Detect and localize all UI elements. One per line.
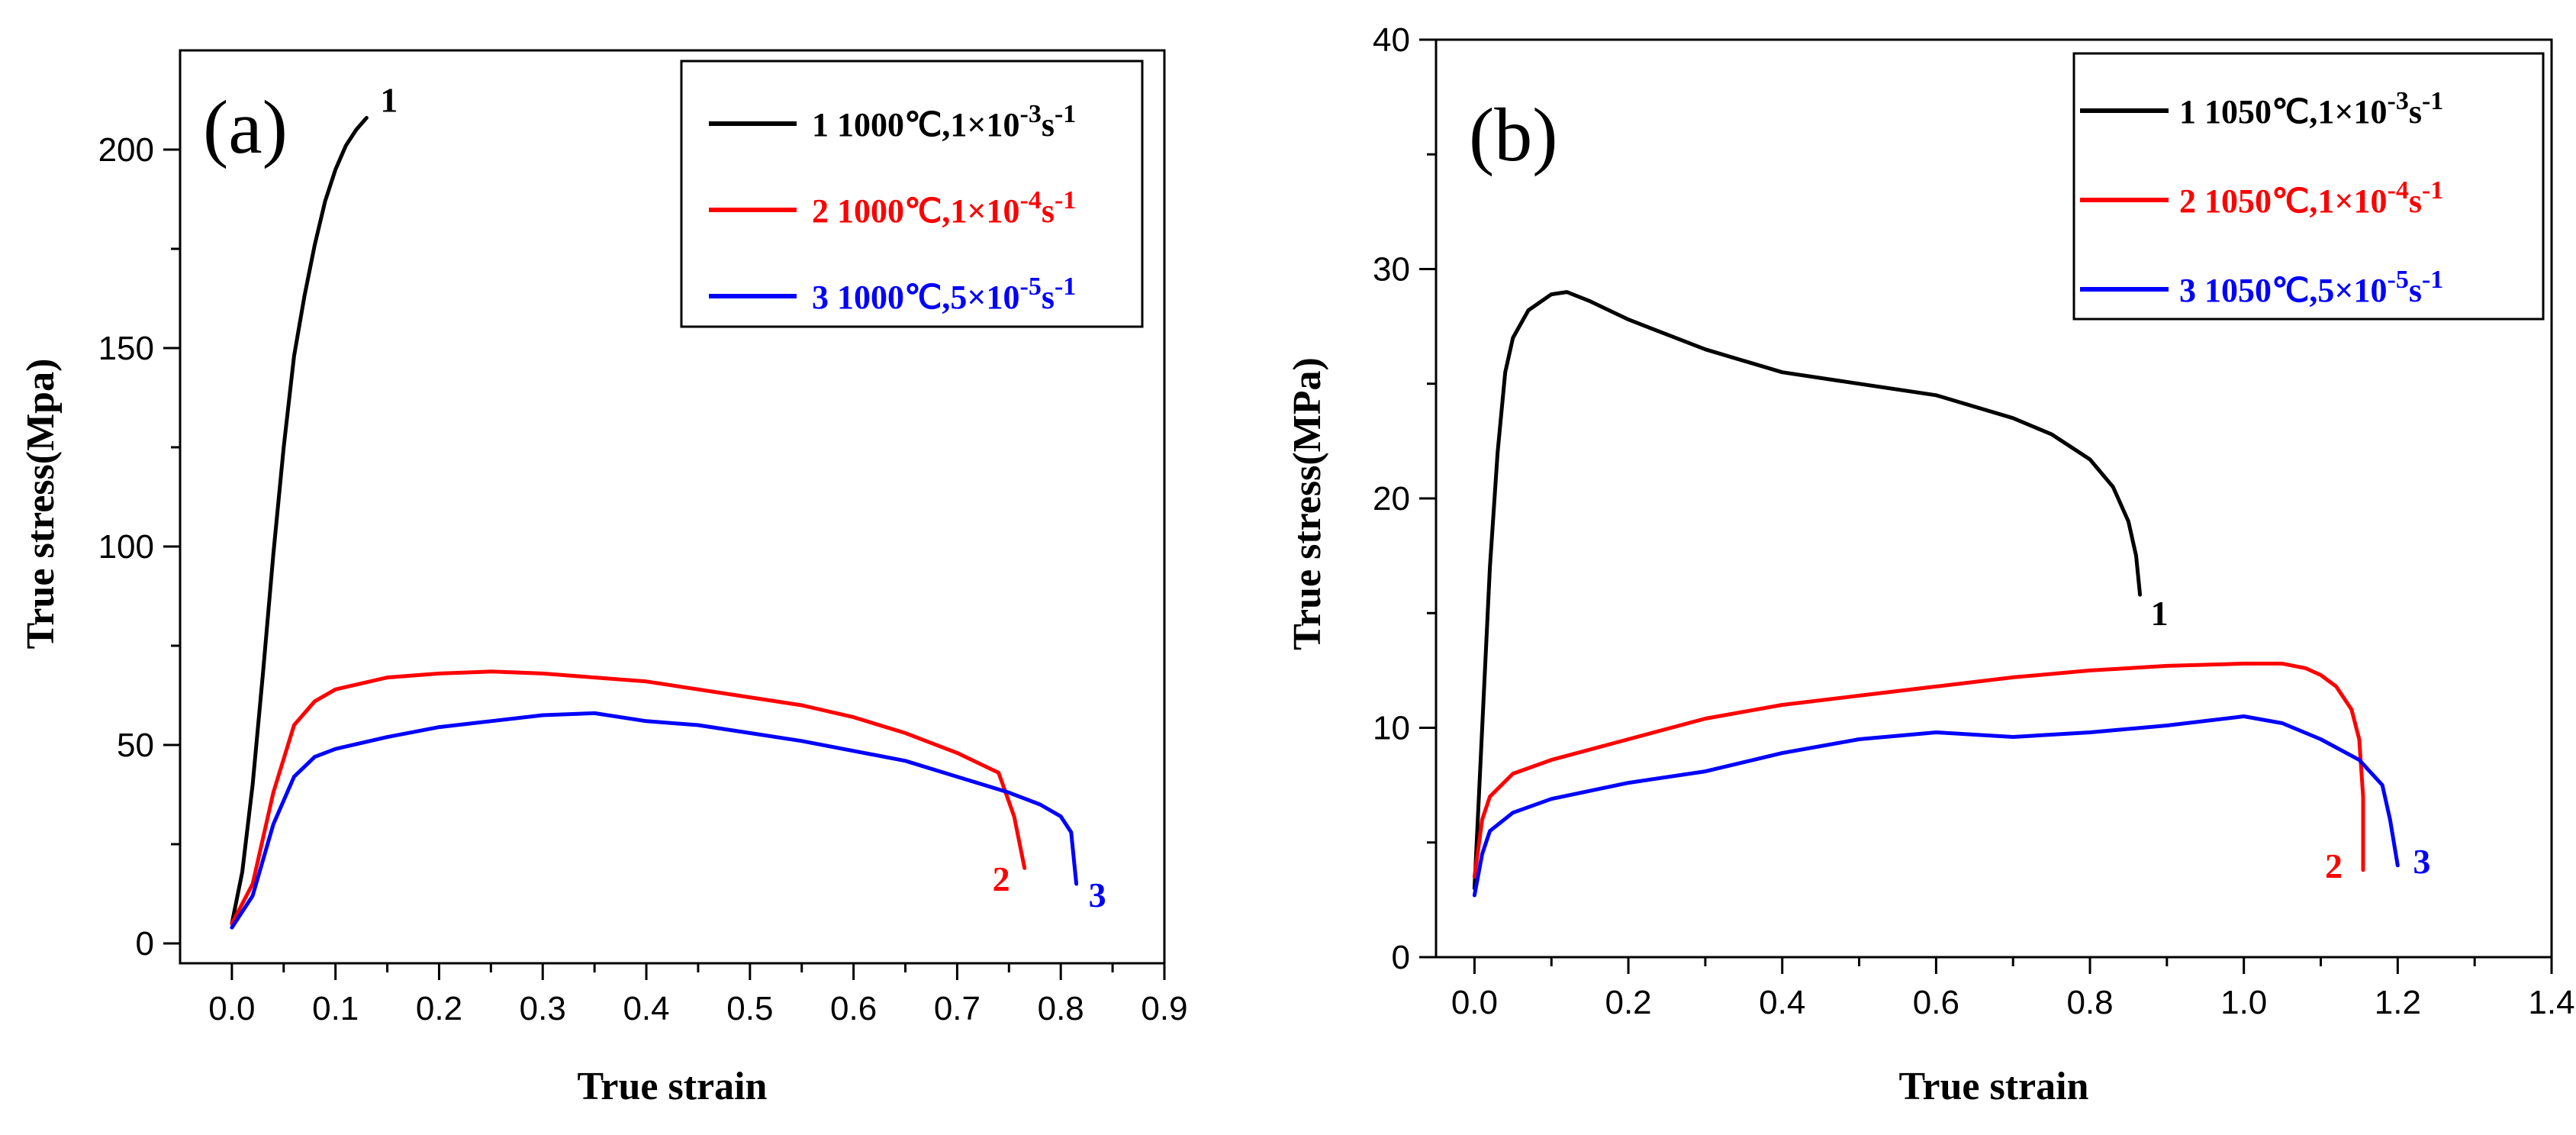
chart-b-series-3-end-label: 3: [2413, 842, 2430, 881]
chart-b-y-tick-label: 40: [1373, 21, 1410, 59]
chart-b-x-tick-label: 1.0: [2220, 984, 2267, 1021]
chart-b-y-axis-title: True stress(MPa): [1286, 357, 1329, 650]
chart-a-series-3-line: [230, 711, 1079, 930]
chart-b-series-3-line: [1472, 714, 2400, 898]
chart-a-y-tick-label: 200: [98, 131, 154, 169]
chart-a-series-3-end-label: 3: [1089, 875, 1106, 914]
chart-b-legend: 1 1050℃,1×10-3s-1 2 1050℃,1×10-4s-1 3 10…: [2072, 52, 2545, 321]
chart-a-legend-label-3: 3 1000℃,5×10-5s-1: [812, 272, 1076, 316]
chart-b-legend-box: [2072, 52, 2545, 321]
chart-a-x-tick-label: 0.9: [1141, 990, 1187, 1027]
chart-a-legend-label-1: 1 1000℃,1×10-3s-1: [812, 100, 1076, 143]
chart-a-y-tick-label: 0: [136, 925, 154, 962]
chart-b-x-tick-label: 0.0: [1451, 984, 1498, 1021]
chart-b-legend-entry-3: 3 1050℃,5×10-5s-1: [2080, 266, 2443, 309]
chart-a-x-tick-label: 0.1: [312, 990, 359, 1027]
chart-a-x-tick-label: 0.6: [830, 990, 877, 1027]
chart-a-panel-label: (a): [203, 85, 288, 169]
chart-b-panel-label: (b): [1469, 92, 1558, 177]
chart-a-x-tick-label: 0.3: [520, 990, 566, 1027]
chart-a-legend-label-2: 2 1000℃,1×10-4s-1: [812, 186, 1076, 230]
chart-b-series-group: 1 2 3: [1472, 290, 2430, 898]
chart-a: 0.0 0.1 0.2 0.3 0.4 0.5 0.6 0.7 0.8 0.9 0 50 100 150…: [19, 49, 1188, 1108]
chart-b-x-axis: 0.0 0.2 0.4 0.6 0.8 1.0 1.2 1.4: [1451, 957, 2575, 1021]
chart-a-y-tick-label: 100: [98, 528, 154, 566]
chart-a-x-tick-label: 0.8: [1038, 990, 1084, 1027]
chart-b-y-tick-label: 10: [1373, 710, 1410, 747]
chart-b-legend-entry-1: 1 1050℃,1×10-3s-1: [2080, 87, 2443, 131]
chart-a-x-tick-label: 0.4: [623, 990, 669, 1027]
chart-a-plot-frame: [179, 49, 1166, 965]
chart-b-series-1-line: [1472, 290, 2143, 891]
chart-b-x-tick-label: 1.2: [2375, 984, 2421, 1021]
chart-a-y-axis-title: True stress(Mpa): [19, 359, 63, 650]
chart-a-series-1-line: [230, 115, 369, 926]
chart-a-x-tick-label: 0.7: [934, 990, 980, 1027]
chart-b-y-tick-label: 20: [1373, 480, 1410, 518]
chart-b-legend-label-1: 1 1050℃,1×10-3s-1: [2179, 87, 2443, 131]
chart-b-x-axis-title: True strain: [1899, 1065, 2089, 1108]
chart-b-y-tick-label: 30: [1373, 251, 1410, 289]
chart-b-legend-entry-2: 2 1050℃,1×10-4s-1: [2080, 176, 2443, 220]
chart-a-x-tick-label: 0.5: [726, 990, 773, 1027]
chart-b-x-tick-label: 1.4: [2528, 984, 2574, 1021]
chart-a-legend-entry-2: 2 1000℃,1×10-4s-1: [709, 186, 1076, 230]
chart-b-y-tick-label: 0: [1392, 939, 1410, 976]
chart-a-x-axis-title: True strain: [578, 1065, 768, 1108]
chart-a-series-2-end-label: 2: [993, 859, 1010, 898]
chart-a-series-2-line: [230, 669, 1027, 926]
chart-b-y-axis: 0 10 20 30 40: [1373, 21, 1436, 976]
chart-a-series-group: 1 2 3: [230, 80, 1106, 930]
chart-b-series-1-end-label: 1: [2151, 594, 2169, 633]
chart-a-legend-entry-1: 1 1000℃,1×10-3s-1: [709, 100, 1076, 143]
chart-a-legend-entry-3: 3 1000℃,5×10-5s-1: [709, 272, 1076, 316]
chart-a-x-axis: 0.0 0.1 0.2 0.3 0.4 0.5 0.6 0.7 0.8 0.9: [208, 963, 1188, 1027]
chart-a-y-tick-label: 150: [98, 330, 154, 367]
chart-a-legend: 1 1000℃,1×10-3s-1 2 1000℃,1×10-4s-1 3 10…: [680, 60, 1144, 328]
chart-a-y-tick-label: 50: [117, 727, 154, 764]
chart-b-x-tick-label: 0.4: [1759, 984, 1805, 1021]
chart-b-x-tick-label: 0.2: [1605, 984, 1651, 1021]
chart-b-x-tick-label: 0.6: [1913, 984, 1959, 1021]
chart-a-x-tick-label: 0.0: [208, 990, 255, 1027]
chart-a-y-axis: 0 50 100 150 200: [98, 131, 180, 962]
chart-a-legend-box: [680, 60, 1144, 328]
chart-b-series-2-end-label: 2: [2325, 846, 2343, 885]
chart-b: 0.0 0.2 0.4 0.6 0.8 1.0 1.2 1.4 0 10 20 30 40 1 2 3 (…: [1286, 21, 2575, 1108]
chart-b-series-2-line: [1472, 661, 2365, 879]
chart-a-series-1-end-label: 1: [380, 80, 398, 119]
chart-b-legend-label-2: 2 1050℃,1×10-4s-1: [2179, 176, 2443, 220]
chart-a-x-tick-label: 0.2: [416, 990, 462, 1027]
chart-b-legend-label-3: 3 1050℃,5×10-5s-1: [2179, 266, 2443, 309]
chart-b-x-tick-label: 0.8: [2066, 984, 2113, 1021]
